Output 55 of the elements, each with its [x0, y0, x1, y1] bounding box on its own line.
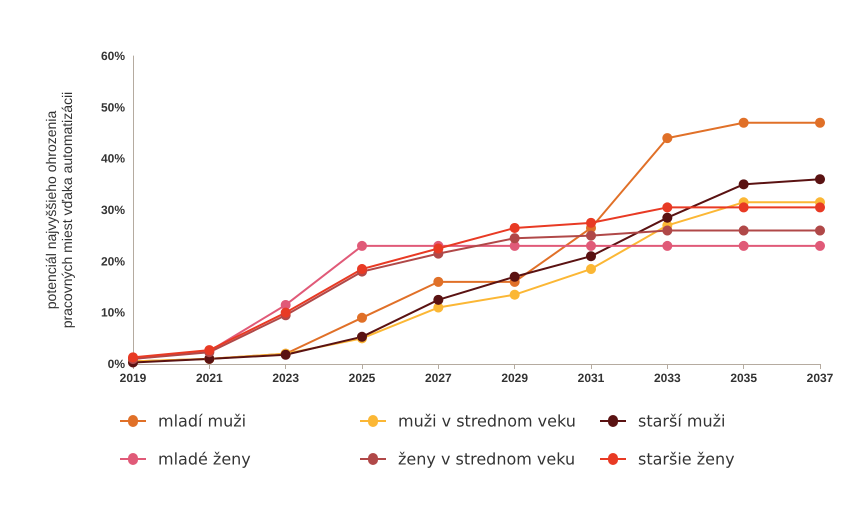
- y-tick-label: 60%: [100, 49, 126, 63]
- point: [738, 202, 749, 212]
- point: [586, 264, 596, 274]
- legend-label: ženy v strednom veku: [398, 450, 576, 468]
- legend-label: mladé ženy: [158, 450, 251, 468]
- point: [662, 133, 672, 144]
- point: [662, 226, 672, 236]
- x-tick-label: 2029: [501, 371, 528, 385]
- point: [815, 240, 825, 251]
- point: [433, 294, 444, 305]
- point: [510, 233, 520, 244]
- legend-label: starší muži: [638, 412, 726, 430]
- y-tick-label: 10%: [100, 306, 126, 320]
- x-tick-label: 2035: [730, 371, 758, 385]
- point: [510, 272, 520, 282]
- point: [357, 240, 367, 251]
- y-tick-label: 20%: [100, 254, 126, 268]
- point: [662, 212, 672, 223]
- point: [738, 240, 749, 251]
- point: [738, 179, 749, 190]
- x-tick-label: 2021: [196, 371, 224, 385]
- legend-label: muži v strednom veku: [398, 412, 576, 430]
- point: [510, 290, 520, 300]
- point: [586, 240, 596, 251]
- point: [662, 202, 672, 212]
- point: [433, 276, 444, 287]
- point: [815, 202, 825, 212]
- point: [433, 244, 444, 254]
- y-tick-label: 40%: [100, 152, 126, 166]
- point: [815, 226, 825, 236]
- y-tick-label: 50%: [100, 100, 126, 114]
- y-axis-title: potenciál najvyššieho ohrozenia pracovných miest vďaka automatizácii: [43, 92, 75, 328]
- x-tick-label: 2019: [120, 371, 147, 385]
- x-tick-label: 2023: [272, 371, 300, 385]
- point: [510, 222, 520, 233]
- x-tick-label: 2033: [654, 371, 682, 385]
- legend-label: staršie ženy: [638, 450, 735, 468]
- x-tick-label: 2027: [424, 371, 452, 385]
- x-tick-label: 2025: [348, 371, 376, 385]
- point: [586, 218, 596, 228]
- point: [662, 240, 672, 251]
- legend-label: mladí muži: [158, 412, 246, 430]
- point: [586, 251, 596, 262]
- x-tick-label: 2031: [578, 371, 605, 385]
- y-tick-label: 0%: [108, 357, 126, 371]
- point: [280, 308, 291, 318]
- point: [357, 312, 367, 323]
- point: [738, 226, 749, 236]
- point: [815, 118, 825, 128]
- point: [738, 118, 749, 128]
- x-tick-label: 2037: [806, 371, 834, 385]
- point: [815, 174, 825, 184]
- point: [586, 230, 596, 241]
- y-tick-label: 30%: [100, 203, 126, 217]
- point: [357, 264, 367, 274]
